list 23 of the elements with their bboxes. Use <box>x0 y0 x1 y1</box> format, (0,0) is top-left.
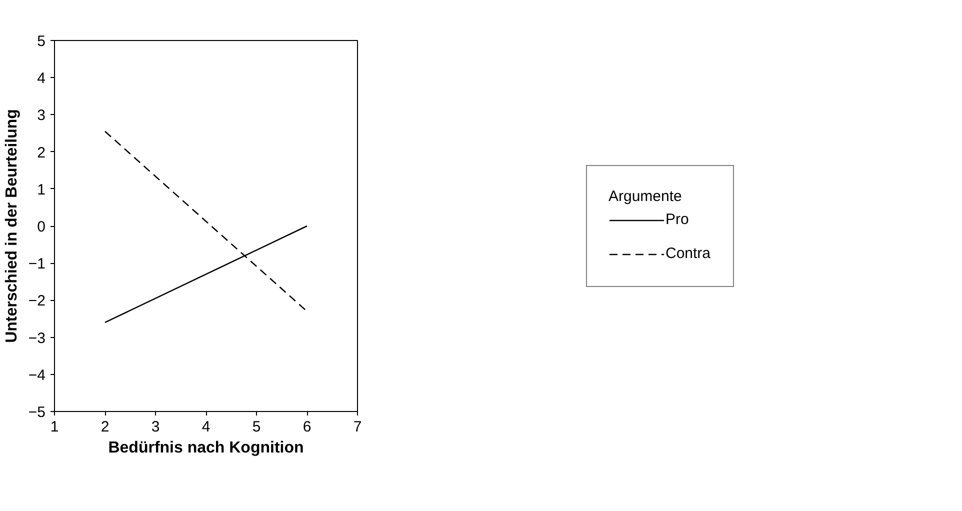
y-tick-label: 0 <box>37 218 46 236</box>
x-tick-label: 7 <box>353 418 362 436</box>
y-tick-label: 4 <box>37 70 46 88</box>
y-tick-label: −4 <box>28 366 46 384</box>
x-tick-label: 6 <box>302 418 312 436</box>
x-tick-label: 3 <box>151 418 160 436</box>
y-tick-label: −1 <box>28 256 46 273</box>
x-tick-label: 2 <box>100 418 110 436</box>
y-tick-label: 3 <box>37 107 46 124</box>
legend-title: Argumente <box>608 188 683 204</box>
legend-label: Pro <box>665 211 689 228</box>
y-tick-label: −5 <box>28 404 46 421</box>
x-tick-label: 4 <box>202 418 210 436</box>
y-tick-label: −3 <box>28 330 46 347</box>
y-tick-label: −2 <box>28 292 46 310</box>
legend-label: Contra <box>665 245 711 262</box>
y-tick-label: 5 <box>37 33 46 50</box>
y-axis-title: Unterschied in der Beurteilung <box>3 109 20 343</box>
y-tick-label: 1 <box>37 181 46 198</box>
x-axis-title: Bedürfnis nach Kognition <box>108 440 304 456</box>
y-tick-label: 2 <box>37 144 46 162</box>
x-tick-label: 1 <box>50 418 59 436</box>
x-tick-label: 5 <box>252 418 261 436</box>
